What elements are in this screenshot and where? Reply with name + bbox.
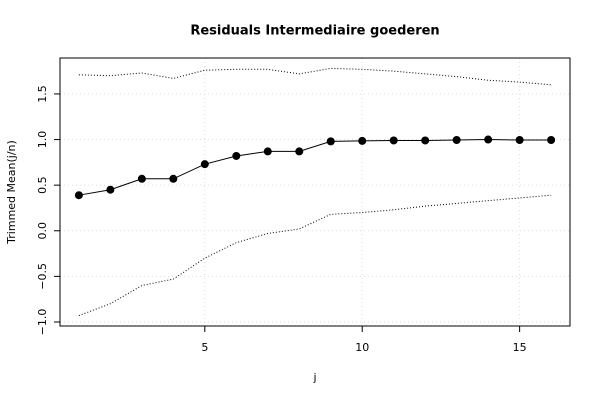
y-tick-label: −1.0 [36, 309, 49, 336]
data-point [484, 135, 493, 144]
y-tick-label: 0.5 [36, 176, 49, 194]
x-tick-label: 10 [355, 341, 369, 354]
y-tick-label: 1.0 [36, 131, 49, 149]
y-tick-label: 1.5 [36, 85, 49, 103]
data-point [232, 151, 241, 160]
data-point [106, 185, 115, 194]
data-point [515, 136, 524, 145]
data-point [200, 160, 209, 169]
data-point [74, 191, 83, 200]
data-point [263, 147, 272, 156]
data-point [169, 174, 178, 183]
chart-title: Residuals Intermediaire goederen [190, 24, 439, 39]
y-tick-label: 0.0 [36, 222, 49, 240]
series-line [78, 139, 552, 196]
data-point [358, 136, 367, 145]
data-point [421, 136, 430, 145]
y-axis-label: Trimmed Mean(j/n) [5, 140, 18, 245]
x-tick-label: 15 [513, 341, 527, 354]
data-point [547, 136, 556, 145]
x-tick-label: 5 [201, 341, 208, 354]
plot-frame [59, 57, 571, 327]
data-point [137, 174, 146, 183]
data-point [452, 136, 461, 145]
y-tick-label: −0.5 [36, 263, 49, 290]
data-point [326, 137, 335, 146]
x-axis-label: j [312, 371, 316, 384]
data-point [295, 147, 304, 156]
data-point [389, 136, 398, 145]
series-line [78, 67, 552, 86]
